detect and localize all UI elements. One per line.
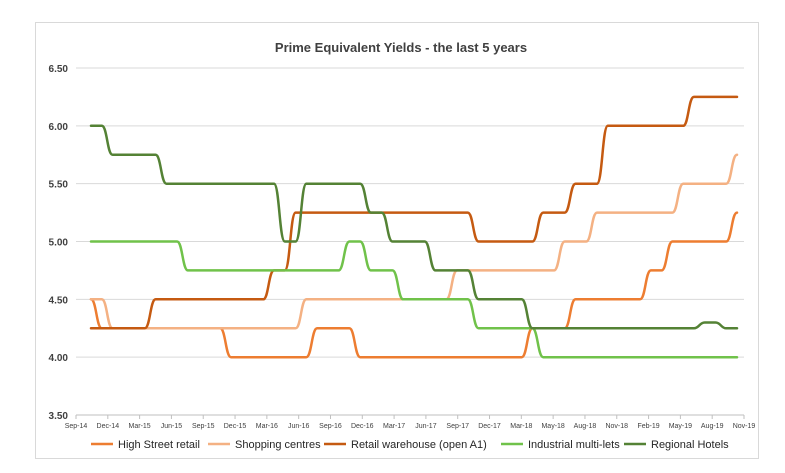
x-tick-label: Dec-14 xyxy=(97,423,120,430)
legend: High Street retail Shopping centres Retail… xyxy=(91,439,729,451)
series-line-4 xyxy=(89,240,739,359)
x-tick-label: Aug-19 xyxy=(701,423,724,430)
legend-label: Industrial multi-lets xyxy=(528,439,620,451)
series-line-5 xyxy=(89,124,739,330)
x-tick-label: Jun-17 xyxy=(415,423,437,430)
chart-title: Prime Equivalent Yields - the last 5 yea… xyxy=(275,40,527,55)
y-tick-label: 5.00 xyxy=(49,238,69,249)
x-tick-label: Mar-17 xyxy=(383,423,405,430)
x-tick-label: Mar-15 xyxy=(129,423,151,430)
x-tick-label: Mar-16 xyxy=(256,423,278,430)
legend-label: Regional Hotels xyxy=(651,439,729,451)
x-tick-label: Dec-15 xyxy=(224,423,247,430)
x-tick-label: Mar-18 xyxy=(510,423,532,430)
x-tick-label: Sep-17 xyxy=(446,423,469,430)
y-tick-label: 4.00 xyxy=(49,353,69,364)
x-tick-label: Dec-16 xyxy=(351,423,374,430)
x-tick-label: Jun-16 xyxy=(288,423,310,430)
x-tick-label: Sep-15 xyxy=(192,423,215,430)
legend-label: Shopping centres xyxy=(235,439,321,451)
x-tick-label: Aug-18 xyxy=(574,423,597,430)
x-tick-label: Sep-16 xyxy=(319,423,342,430)
x-tick-label: May-19 xyxy=(669,423,692,430)
x-tick-label: Sep-14 xyxy=(65,423,88,430)
y-tick-label: 6.50 xyxy=(49,64,69,75)
series-line-1 xyxy=(89,211,739,359)
x-tick-label: Dec-17 xyxy=(478,423,501,430)
y-tick-label: 5.50 xyxy=(49,180,69,191)
legend-label: High Street retail xyxy=(118,439,200,451)
y-tick-label: 3.50 xyxy=(49,411,69,422)
legend-label: Retail warehouse (open A1) xyxy=(351,439,487,451)
y-tick-label: 6.00 xyxy=(49,122,69,133)
x-axis-ticks: Sep-14 Dec-14 Mar-15 Jun-15 Sep-15 Dec-15 Mar-… xyxy=(65,415,756,430)
series-lines xyxy=(89,95,739,359)
x-tick-label: Nov-19 xyxy=(733,423,756,430)
x-tick-label: Nov-18 xyxy=(605,423,628,430)
x-tick-label: Feb-19 xyxy=(637,423,659,430)
x-tick-label: Jun-15 xyxy=(161,423,183,430)
series-line-3 xyxy=(89,95,739,330)
y-axis-ticks: 3.50 4.00 4.50 5.00 5.50 6.00 6.50 xyxy=(49,64,69,422)
x-tick-label: May-18 xyxy=(541,423,564,430)
y-tick-label: 4.50 xyxy=(49,295,69,306)
